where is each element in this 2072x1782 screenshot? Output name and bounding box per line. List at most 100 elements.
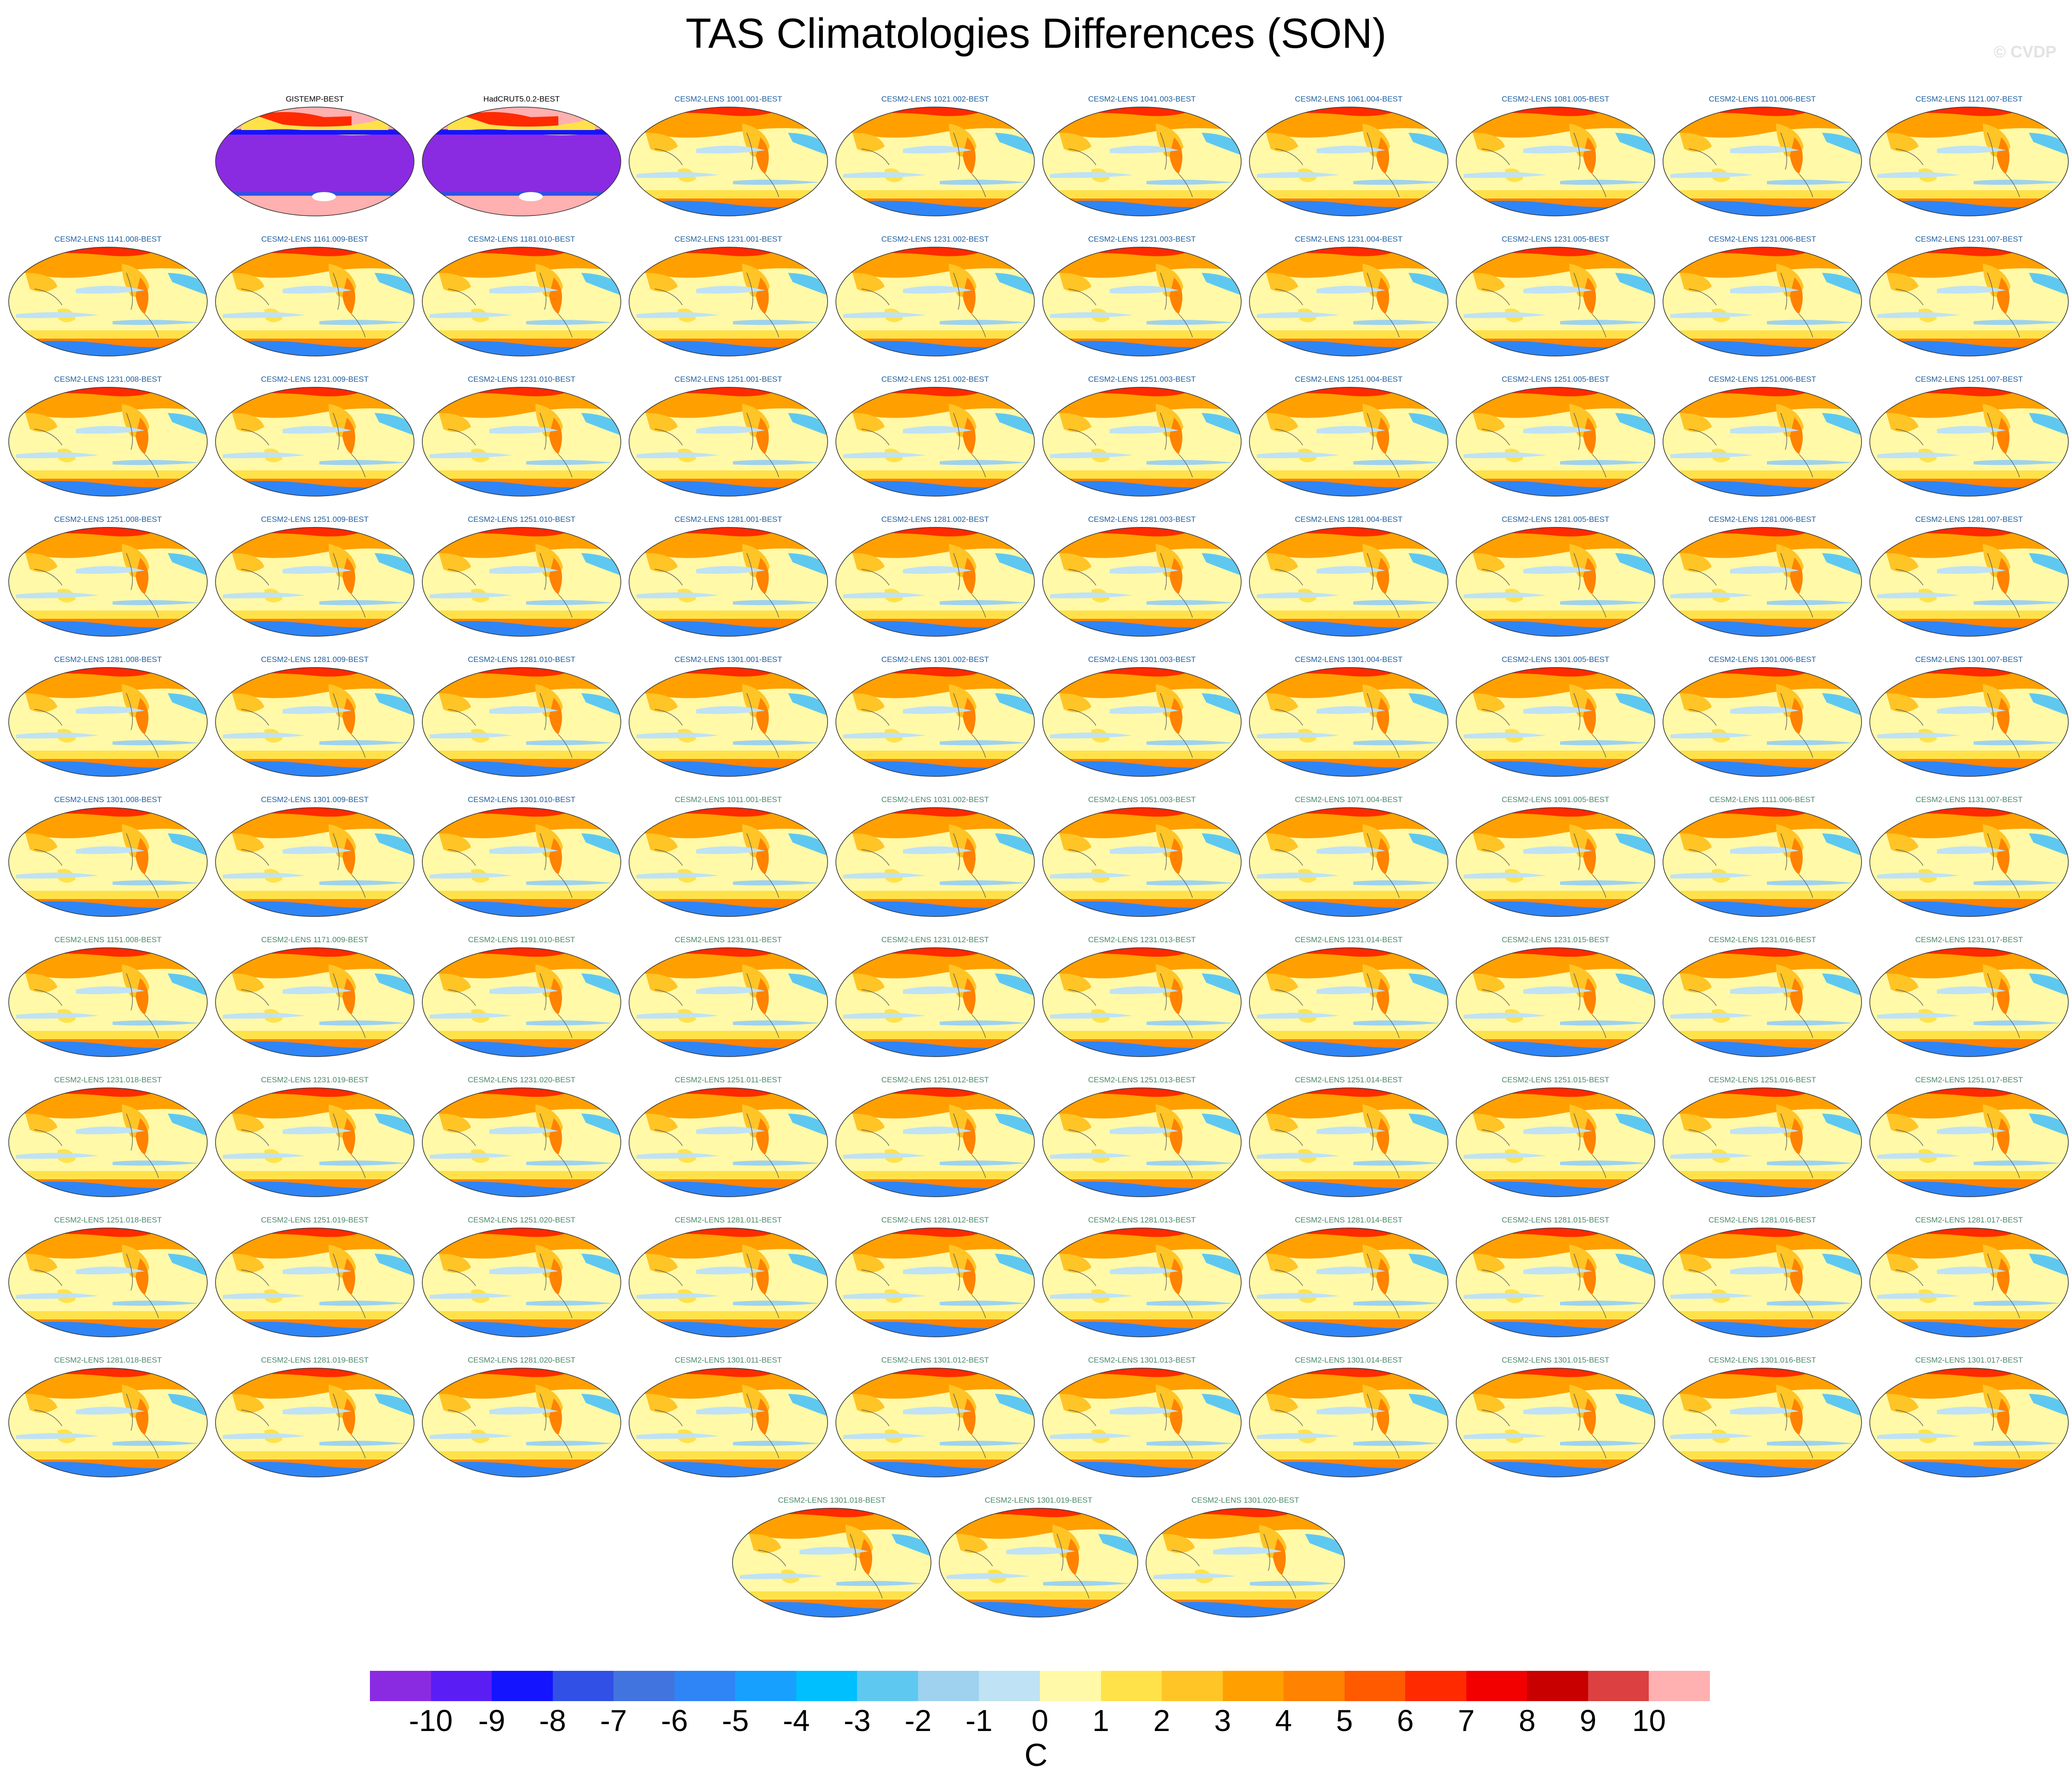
map-image bbox=[629, 1368, 828, 1477]
map-panel-title: CESM2-LENS 1231.010-BEST bbox=[467, 375, 576, 384]
map-image bbox=[835, 1228, 1035, 1337]
map-image bbox=[1249, 667, 1448, 777]
map-panel-title: CESM2-LENS 1281.002-BEST bbox=[881, 515, 989, 524]
map-panel-title: CESM2-LENS 1251.017-BEST bbox=[1915, 1075, 2023, 1084]
map-image bbox=[215, 107, 414, 216]
map-panel: CESM2-LENS 1251.008-BEST bbox=[7, 515, 209, 640]
map-image bbox=[8, 1087, 208, 1197]
map-panel-title: CESM2-LENS 1281.010-BEST bbox=[467, 655, 576, 664]
colorbar-tick-label: -2 bbox=[904, 1703, 932, 1737]
map-image bbox=[1456, 107, 1655, 216]
map-panel-title: CESM2-LENS 1301.008-BEST bbox=[54, 795, 162, 804]
map-panel-title: CESM2-LENS 1031.002-BEST bbox=[881, 795, 989, 804]
map-panel-title: CESM2-LENS 1111.006-BEST bbox=[1709, 795, 1816, 804]
colorbar-segment bbox=[735, 1671, 797, 1701]
map-panel: CESM2-LENS 1281.016-BEST bbox=[1661, 1215, 1863, 1341]
map-panel-title: CESM2-LENS 1231.019-BEST bbox=[261, 1075, 369, 1084]
map-panel: CESM2-LENS 1251.005-BEST bbox=[1454, 374, 1657, 500]
colorbar-segment bbox=[979, 1671, 1040, 1701]
map-image bbox=[1456, 1087, 1655, 1197]
map-panel-title: CESM2-LENS 1231.002-BEST bbox=[881, 235, 989, 243]
map-panel: CESM2-LENS 1071.004-BEST bbox=[1248, 795, 1450, 920]
map-panel: CESM2-LENS 1301.014-BEST bbox=[1248, 1355, 1450, 1481]
map-image bbox=[8, 247, 208, 356]
map-image bbox=[835, 947, 1035, 1057]
map-image bbox=[215, 947, 414, 1057]
map-image bbox=[1663, 947, 1862, 1057]
map-image bbox=[1456, 527, 1655, 637]
map-panel-title: CESM2-LENS 1301.002-BEST bbox=[881, 655, 989, 664]
map-image bbox=[1042, 947, 1242, 1057]
colorbar bbox=[370, 1671, 1710, 1701]
map-panel: CESM2-LENS 1281.011-BEST bbox=[627, 1215, 829, 1341]
map-panel-title: CESM2-LENS 1281.018-BEST bbox=[54, 1356, 162, 1364]
map-image bbox=[1869, 387, 2069, 497]
map-panel: CESM2-LENS 1251.012-BEST bbox=[834, 1075, 1036, 1200]
map-image bbox=[1456, 1368, 1655, 1477]
map-panel: CESM2-LENS 1231.001-BEST bbox=[627, 234, 829, 360]
map-panel-title: CESM2-LENS 1281.016-BEST bbox=[1708, 1216, 1817, 1224]
map-panel-title: CESM2-LENS 1281.001-BEST bbox=[674, 515, 783, 524]
map-panel: CESM2-LENS 1281.001-BEST bbox=[627, 515, 829, 640]
map-panel-title: CESM2-LENS 1231.012-BEST bbox=[881, 935, 989, 944]
map-panel-title: CESM2-LENS 1231.015-BEST bbox=[1501, 935, 1610, 944]
map-panel: CESM2-LENS 1281.019-BEST bbox=[214, 1355, 416, 1481]
map-image bbox=[215, 247, 414, 356]
map-panel-title: CESM2-LENS 1301.011-BEST bbox=[675, 1356, 782, 1364]
map-panel-title: CESM2-LENS 1231.020-BEST bbox=[467, 1075, 576, 1084]
map-image bbox=[629, 667, 828, 777]
map-panel: CESM2-LENS 1041.003-BEST bbox=[1041, 94, 1243, 220]
colorbar-tick-label: 0 bbox=[1031, 1703, 1049, 1737]
map-panel: CESM2-LENS 1251.014-BEST bbox=[1248, 1075, 1450, 1200]
map-image bbox=[1456, 667, 1655, 777]
map-panel: CESM2-LENS 1281.009-BEST bbox=[214, 655, 416, 780]
map-image bbox=[8, 527, 208, 637]
map-panel-title: CESM2-LENS 1301.007-BEST bbox=[1915, 655, 2023, 664]
map-panel: CESM2-LENS 1251.007-BEST bbox=[1868, 374, 2070, 500]
map-panel: CESM2-LENS 1131.007-BEST bbox=[1868, 795, 2070, 920]
colorbar-tick-label: -7 bbox=[600, 1703, 627, 1737]
map-panel: CESM2-LENS 1121.007-BEST bbox=[1868, 94, 2070, 220]
map-panel-title: GISTEMP-BEST bbox=[285, 95, 344, 103]
map-panel-title: CESM2-LENS 1251.016-BEST bbox=[1708, 1075, 1817, 1084]
map-panel: CESM2-LENS 1301.012-BEST bbox=[834, 1355, 1036, 1481]
map-panel: CESM2-LENS 1061.004-BEST bbox=[1248, 94, 1450, 220]
colorbar-segment bbox=[1040, 1671, 1101, 1701]
map-panel: HadCRUT5.0.2-BEST bbox=[420, 94, 623, 220]
map-image bbox=[1663, 1368, 1862, 1477]
map-image bbox=[1042, 1368, 1242, 1477]
map-image bbox=[8, 667, 208, 777]
map-panel-title: CESM2-LENS 1251.020-BEST bbox=[467, 1216, 576, 1224]
map-panel: CESM2-LENS 1251.010-BEST bbox=[420, 515, 623, 640]
map-panel-title: CESM2-LENS 1251.007-BEST bbox=[1915, 375, 2023, 384]
map-panel: CESM2-LENS 1231.020-BEST bbox=[420, 1075, 623, 1200]
map-panel: CESM2-LENS 1301.015-BEST bbox=[1454, 1355, 1657, 1481]
colorbar-tick-label: 10 bbox=[1632, 1703, 1666, 1737]
map-image bbox=[422, 667, 621, 777]
map-panel-title: CESM2-LENS 1251.011-BEST bbox=[675, 1075, 782, 1084]
map-panel-title: CESM2-LENS 1251.002-BEST bbox=[881, 375, 989, 384]
map-panel-title: HadCRUT5.0.2-BEST bbox=[483, 95, 560, 103]
map-panel: CESM2-LENS 1161.009-BEST bbox=[214, 234, 416, 360]
map-panel: CESM2-LENS 1251.009-BEST bbox=[214, 515, 416, 640]
map-panel: CESM2-LENS 1301.008-BEST bbox=[7, 795, 209, 920]
map-panel: CESM2-LENS 1231.009-BEST bbox=[214, 374, 416, 500]
map-image bbox=[215, 1228, 414, 1337]
map-panel-title: CESM2-LENS 1041.003-BEST bbox=[1088, 95, 1196, 103]
map-image bbox=[422, 107, 621, 216]
map-panel-title: CESM2-LENS 1251.009-BEST bbox=[261, 515, 369, 524]
map-image bbox=[8, 807, 208, 917]
colorbar-tick-label: -4 bbox=[783, 1703, 810, 1737]
map-image bbox=[1042, 667, 1242, 777]
map-panel-title: CESM2-LENS 1251.001-BEST bbox=[674, 375, 783, 384]
map-panel-title: CESM2-LENS 1181.010-BEST bbox=[468, 235, 575, 243]
map-panel: CESM2-LENS 1021.002-BEST bbox=[834, 94, 1036, 220]
map-panel-title: CESM2-LENS 1061.004-BEST bbox=[1294, 95, 1403, 103]
map-panel: GISTEMP-BEST bbox=[214, 94, 416, 220]
map-panel-title: CESM2-LENS 1301.003-BEST bbox=[1088, 655, 1196, 664]
map-panel-title: CESM2-LENS 1281.015-BEST bbox=[1501, 1216, 1610, 1224]
colorbar-tick-label: -6 bbox=[661, 1703, 688, 1737]
map-image bbox=[1249, 107, 1448, 216]
map-panel: CESM2-LENS 1251.015-BEST bbox=[1454, 1075, 1657, 1200]
colorbar-segment bbox=[1162, 1671, 1223, 1701]
